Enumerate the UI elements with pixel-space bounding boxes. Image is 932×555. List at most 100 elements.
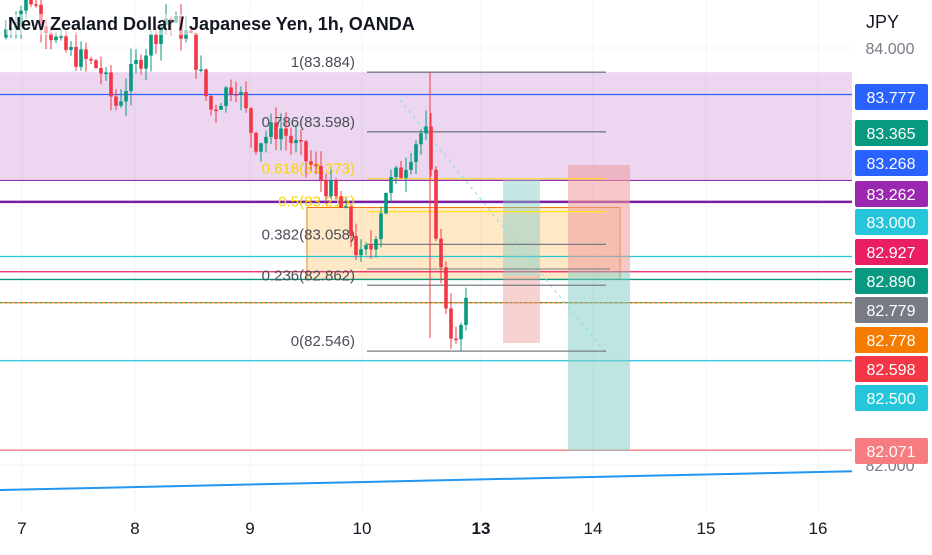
price-badge [855, 239, 928, 265]
short-position-target [568, 271, 630, 451]
candle-body [214, 109, 218, 112]
price-badge-label: 82.927 [867, 245, 916, 262]
candle-body [329, 180, 333, 197]
price-badge-label: 83.000 [867, 215, 916, 232]
golden-pocket-zone [306, 207, 621, 280]
candle-body [459, 324, 463, 340]
candle-body [289, 135, 293, 144]
long-position-target [503, 180, 540, 276]
candle-body [204, 69, 208, 97]
candle-body [399, 167, 403, 178]
price-badge [855, 120, 928, 146]
candle-body [349, 206, 353, 236]
candle-body [74, 46, 78, 67]
candle-body [104, 72, 108, 74]
candle-body [119, 101, 123, 106]
candle-body [264, 136, 268, 144]
x-tick-label: 16 [809, 519, 828, 538]
candle-body [219, 105, 223, 110]
fib-level-label: 0.236(82.862) [262, 267, 355, 284]
candle-body [224, 87, 228, 106]
candle-body [59, 36, 63, 38]
trend-line [0, 470, 853, 492]
candle-body [69, 46, 73, 50]
candle-body [99, 68, 103, 74]
candle-body [139, 59, 143, 69]
price-badge [855, 438, 928, 464]
candle-body [354, 235, 358, 256]
candle-body [79, 49, 83, 67]
projection-line [399, 99, 606, 353]
candle-body [84, 49, 88, 59]
candle-body [309, 161, 313, 165]
candle-body [464, 297, 468, 325]
fib-level-label: 1(83.884) [291, 54, 355, 71]
candle-body [374, 239, 378, 250]
candle-body [34, 4, 38, 6]
chart-title: New Zealand Dollar / Japanese Yen, 1h, O… [6, 14, 417, 35]
candle-body [324, 179, 328, 197]
candle-body [294, 140, 298, 144]
candle-body [444, 267, 448, 309]
candle-body [299, 140, 303, 142]
candle-body [314, 164, 318, 167]
candle-body [394, 167, 398, 178]
candle-body [419, 133, 423, 145]
x-tick-label: 15 [697, 519, 716, 538]
candle-body [429, 126, 433, 170]
candle-body [279, 128, 283, 140]
x-tick-label: 9 [245, 519, 254, 538]
candle-body [209, 96, 213, 110]
candle-body [89, 58, 93, 61]
candle-body [384, 192, 388, 214]
candle-body [254, 132, 258, 152]
price-badge-label: 82.598 [867, 362, 916, 379]
price-badge-label: 82.890 [867, 274, 916, 291]
x-tick-label: 14 [584, 519, 603, 538]
price-badge-label: 82.500 [867, 391, 916, 408]
fib-level-label: 0(82.546) [291, 333, 355, 350]
candle-body [64, 36, 68, 50]
candle-body [304, 141, 308, 162]
candle-body [94, 60, 98, 69]
candle-body [454, 338, 458, 341]
candle-body [234, 94, 238, 96]
candle-body [439, 238, 443, 268]
price-badge-label: 83.365 [867, 126, 916, 143]
candle-body [144, 55, 148, 69]
price-badge [855, 385, 928, 411]
price-badge [855, 181, 928, 207]
price-badge [855, 356, 928, 382]
candle-body [369, 245, 373, 250]
candle-body [379, 213, 383, 240]
candle-body [334, 180, 338, 197]
candle-body [404, 169, 408, 178]
candle-body [134, 59, 138, 64]
candle-body [319, 165, 323, 180]
x-tick-label: 10 [353, 519, 372, 538]
price-badge [855, 209, 928, 235]
long-position-stop [503, 276, 540, 343]
candle-body [129, 63, 133, 92]
candle-body [424, 126, 428, 134]
candle-body [259, 143, 263, 152]
candle-body [449, 308, 453, 339]
candle-body [154, 34, 158, 45]
price-badge-label: 83.268 [867, 156, 916, 173]
candle-body [49, 33, 53, 41]
candle-body [24, 0, 28, 11]
candle-body [199, 69, 203, 71]
candle-body [269, 122, 273, 137]
time-axis[interactable] [0, 512, 932, 550]
candle-body [239, 92, 243, 95]
price-badge-label: 82.071 [867, 444, 916, 461]
x-tick-label: 13 [472, 519, 491, 538]
price-badge-label: 83.777 [867, 90, 916, 107]
candle-body [434, 169, 438, 239]
candle-body [114, 96, 118, 106]
candle-body [29, 0, 33, 5]
x-tick-label: 8 [130, 519, 139, 538]
candle-body [194, 32, 198, 70]
